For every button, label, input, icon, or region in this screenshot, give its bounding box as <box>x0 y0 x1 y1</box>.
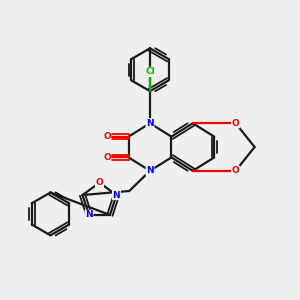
Text: O: O <box>232 166 239 175</box>
Text: N: N <box>112 190 120 200</box>
Text: N: N <box>146 119 154 128</box>
Text: O: O <box>103 132 111 141</box>
Text: O: O <box>103 153 111 162</box>
Text: Cl: Cl <box>145 67 155 76</box>
Text: O: O <box>232 119 239 128</box>
Text: O: O <box>96 178 103 187</box>
Text: N: N <box>146 166 154 175</box>
Text: N: N <box>85 211 93 220</box>
